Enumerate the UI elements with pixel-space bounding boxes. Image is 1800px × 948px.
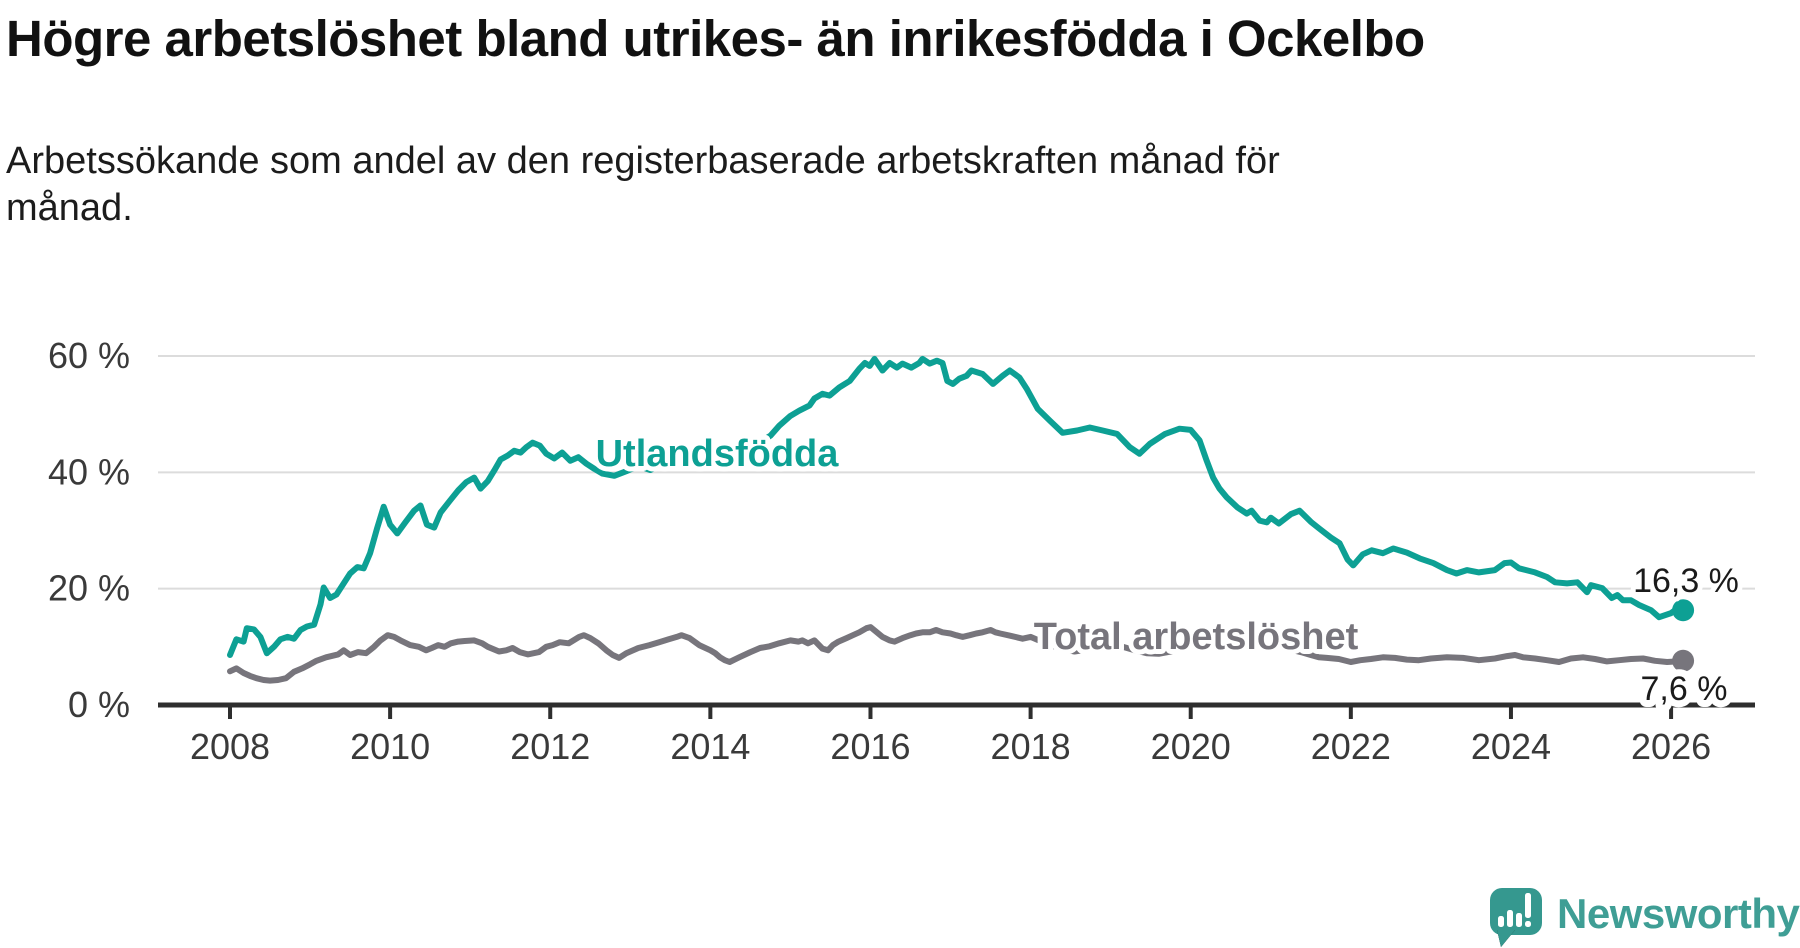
end-value-label-total: 7,6 %: [1641, 670, 1728, 708]
x-axis: [158, 702, 1755, 719]
newsworthy-logo: Newsworthy: [1485, 880, 1800, 948]
newsworthy-logo-icon: [1490, 888, 1542, 947]
x-axis-label-2026: 2026: [1631, 726, 1711, 767]
logo-exclamation-dot: [1525, 921, 1531, 927]
logo-exclamation-bar: [1525, 893, 1531, 918]
series-line-total-arbetsloshet: [227, 624, 1687, 684]
x-axis-label-2016: 2016: [830, 726, 910, 767]
x-axis-label-2024: 2024: [1471, 726, 1551, 767]
x-axis-label-2020: 2020: [1151, 726, 1231, 767]
series-label-utlandsfodda: Utlandsfödda: [596, 433, 840, 475]
x-axis-label-2010: 2010: [350, 726, 430, 767]
chart-subtitle-line2: månad.: [6, 187, 133, 229]
x-axis-label-2022: 2022: [1311, 726, 1391, 767]
y-axis-label-60: 60 %: [48, 335, 130, 376]
x-axis-label-2014: 2014: [670, 726, 750, 767]
newsworthy-brand-text: Newsworthy: [1557, 890, 1800, 937]
logo-bar-3: [1516, 913, 1522, 927]
series-lines: [227, 355, 1687, 684]
series-line-utlandsfodda: [227, 355, 1687, 658]
x-axis-label-2018: 2018: [991, 726, 1071, 767]
axis-tick-labels: 60 % 40 % 20 % 0 % 2008 2010 2012 2014 2016 2018 2…: [48, 335, 1711, 767]
series-end-dot-utlandsfodda: [1672, 599, 1695, 622]
y-axis-label-20: 20 %: [48, 568, 130, 609]
x-axis-label-2012: 2012: [510, 726, 590, 767]
chart-subtitle-line1: Arbetssökande som andel av den registerb…: [6, 140, 1280, 182]
logo-bar-2: [1507, 910, 1513, 927]
speech-bubble-shape: [1490, 888, 1542, 935]
end-value-label-utlandsfodda: 16,3 %: [1633, 562, 1739, 600]
page-title: Högre arbetslöshet bland utrikes- än inr…: [6, 10, 1425, 67]
speech-bubble-tail-fill: [1497, 930, 1515, 947]
x-axis-label-2008: 2008: [190, 726, 270, 767]
chart-annotations: Utlandsfödda Total arbetslöshet 16,3 % 7…: [591, 428, 1744, 715]
series-end-dot-total-arbetsloshet: [1672, 649, 1695, 672]
series-end-dots: [1672, 599, 1695, 672]
y-gridlines: [158, 354, 1755, 590]
y-axis-label-0: 0 %: [68, 684, 130, 725]
y-axis-label-40: 40 %: [48, 451, 130, 492]
logo-bar-1: [1498, 916, 1504, 927]
series-label-total-arbetsloshet: Total arbetslöshet: [1034, 616, 1359, 658]
chart-subtitle: Arbetssökande som andel av den registerb…: [6, 138, 1506, 232]
